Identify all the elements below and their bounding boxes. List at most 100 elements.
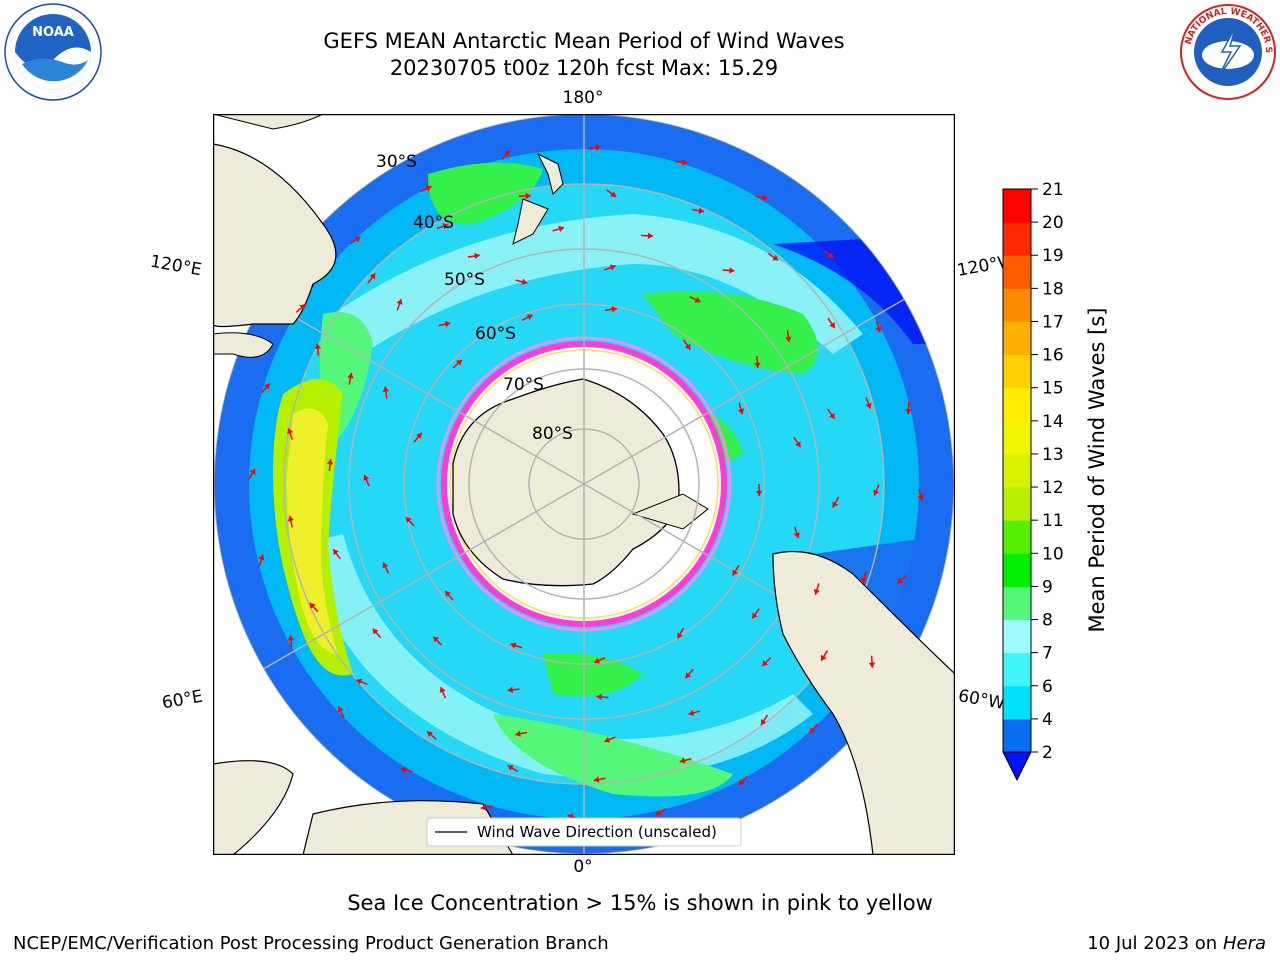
wind-arrow-head	[515, 730, 521, 737]
wind-arrow-head	[738, 779, 745, 786]
lon-label-0: 0°	[573, 857, 593, 877]
date-text: 10 Jul 2023 on	[1087, 933, 1218, 954]
noaa-logo: NOAA	[4, 3, 102, 101]
wind-arrow-head	[596, 693, 602, 701]
wind-arrow-head	[525, 192, 531, 200]
wind-arrow-head	[507, 765, 514, 771]
wind-arrow-head	[681, 159, 688, 166]
wind-arrow-head	[795, 441, 801, 448]
colorbar-block	[1003, 553, 1031, 587]
wind-arrow-head	[677, 632, 683, 639]
colorbar-tick-label: 14	[1042, 412, 1064, 432]
colorbar-tick-label: 17	[1042, 312, 1064, 332]
colorbar-block	[1003, 520, 1031, 554]
colorbar-tick-label: 4	[1042, 710, 1053, 730]
wind-arrow-head	[688, 709, 695, 716]
colorbar: 2 4 6 7 8 9 10 11 12 13 14 15 16 17 18 19 20 21	[1002, 180, 1064, 782]
credit-text: NCEP/EMC/Verification Post Processing Pr…	[13, 933, 609, 954]
sea-ice-note: Sea Ice Concentration > 15% is shown in …	[347, 891, 933, 915]
wind-arrow-head	[732, 569, 739, 576]
lon-label-60e: 60°E	[160, 686, 205, 714]
colorbar-block	[1003, 685, 1031, 720]
wind-arrow-head	[785, 336, 792, 343]
wind-arrow-head	[455, 359, 462, 366]
colorbar-block	[1003, 222, 1031, 256]
colorbar-tick-label: 8	[1042, 611, 1053, 631]
wind-arrow-head	[558, 225, 565, 232]
map-panel: Wind Wave Direction (unscaled)	[213, 114, 955, 855]
wind-arrow-head	[249, 468, 256, 475]
wind-arrow-head	[809, 727, 816, 734]
nws-logo: NATIONAL WEATHER SERVICE	[1178, 2, 1276, 100]
lon-label-180: 180°	[562, 88, 604, 108]
colorbar-tick-label: 15	[1042, 379, 1064, 399]
wind-arrow-head	[685, 672, 692, 679]
wind-arrow-head	[405, 517, 412, 523]
wind-arrow-head	[793, 532, 800, 539]
wind-arrow-head	[737, 408, 745, 415]
colorbar-tick-label: 21	[1042, 180, 1064, 200]
colorbar-label: Mean Period of Wind Waves [s]	[1085, 307, 1109, 633]
wind-arrow-head	[507, 686, 513, 694]
wind-arrow-head	[504, 150, 511, 157]
wind-arrow-head	[445, 591, 451, 597]
wind-arrow-head	[647, 232, 653, 239]
wind-arrow-head	[444, 320, 451, 328]
lat-label-50s: 50°S	[444, 270, 485, 290]
wind-arrow-head	[299, 304, 306, 311]
colorbar-extend-arrow	[1002, 751, 1032, 782]
date-credit: 10 Jul 2023 on Hera	[1087, 933, 1266, 954]
wind-arrow-head	[655, 809, 662, 816]
colorbar-tick-label: 7	[1042, 644, 1053, 664]
colorbar-block	[1003, 487, 1031, 521]
colorbar-tick-label: 19	[1042, 246, 1064, 266]
wind-arrow-head	[679, 757, 686, 764]
wind-arrow-head	[865, 402, 872, 409]
colorbar-block	[1003, 619, 1031, 654]
chart-title: GEFS MEAN Antarctic Mean Period of Wind …	[323, 29, 845, 53]
wind-arrow-head	[684, 343, 691, 350]
wind-arrow-head	[752, 612, 758, 619]
colorbar-block	[1003, 255, 1031, 289]
colorbar-block	[1003, 189, 1031, 223]
lat-label-80s: 80°S	[532, 424, 573, 444]
wind-arrow-head	[821, 654, 827, 661]
wind-arrow-head	[875, 326, 882, 333]
colorbar-block	[1003, 586, 1031, 621]
wind-arrow-head	[897, 577, 904, 584]
lat-label-40s: 40°S	[413, 213, 454, 233]
wind-arrow-head	[287, 515, 294, 522]
colorbar-block	[1003, 321, 1031, 356]
wind-arrow-head	[433, 636, 440, 643]
colorbar-block	[1003, 652, 1031, 687]
wind-arrow-head	[426, 731, 433, 738]
wind-arrow-head	[369, 273, 376, 280]
wind-arrow-head	[829, 412, 835, 419]
wind-arrow-head	[610, 191, 617, 197]
colorbar-tick-label: 6	[1042, 677, 1053, 697]
colorbar-tick-label: 12	[1042, 478, 1064, 498]
colorbar-block	[1003, 288, 1031, 322]
wind-arrow-head	[873, 489, 880, 496]
wind-arrow-head	[400, 766, 407, 773]
wind-arrow-head	[521, 278, 528, 285]
wind-arrow-head	[755, 490, 763, 496]
chart-subtitle: 20230705 t00z 120h fcst Max: 15.29	[389, 56, 779, 80]
wind-arrow-head	[694, 296, 701, 303]
wind-arrow-head	[510, 642, 517, 649]
colorbar-tick-label: 2	[1042, 743, 1053, 763]
wind-arrow-head	[762, 660, 768, 666]
wind-arrow-head	[314, 343, 321, 349]
wind-arrow-head	[372, 628, 379, 635]
wind-arrow-head	[917, 494, 924, 501]
wind-arrow-head	[416, 432, 422, 439]
wind-arrow-head	[356, 678, 363, 685]
wind-arrow-head	[832, 501, 839, 508]
colorbar-tick-label: 10	[1042, 544, 1064, 564]
wind-arrow-head	[526, 314, 533, 321]
wind-arrow-head	[480, 804, 487, 811]
lat-label-60s: 60°S	[475, 324, 516, 344]
wind-arrow-head	[439, 687, 446, 694]
colorbar-block	[1003, 354, 1031, 389]
wind-arrow-head	[772, 254, 779, 261]
